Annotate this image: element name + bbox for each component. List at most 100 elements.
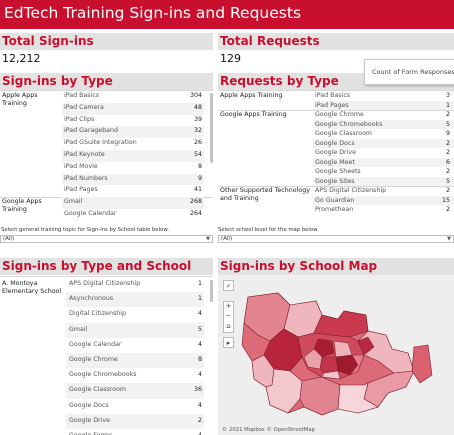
table-row[interactable]: Apple Apps Training iPad Basics 304 [0, 91, 213, 107]
total-requests-title: Total Requests [220, 34, 320, 48]
row-item-label: iPad GSuite Integration [64, 139, 137, 147]
map-region [313, 310, 369, 338]
table-row[interactable]: APS Digital Citizenship 1 [0, 277, 213, 292]
school-level-filter-select[interactable]: (All) ▼ [218, 235, 454, 243]
map-region [313, 338, 335, 358]
table-row[interactable]: iPad Keynote 54 [0, 150, 213, 162]
map-region [303, 348, 323, 370]
row-value: 1 [197, 280, 202, 287]
row-item-label: Google Chrome [315, 111, 364, 118]
row-item-label: APS Digital Citizenship [69, 280, 141, 287]
map-search-button[interactable]: ⌕ [223, 280, 234, 291]
table-row[interactable]: Google Forms 4 [0, 429, 213, 435]
row-value: 2 [445, 149, 450, 156]
table-row[interactable]: Other Supported Technology and Training A… [218, 186, 454, 202]
table-row[interactable]: Digital Citizenship 4 [0, 307, 213, 322]
table-row[interactable]: Google Meet 6 [218, 157, 454, 167]
row-value: 9 [445, 130, 450, 137]
table-row[interactable]: Apple Apps Training iPad Basics 3 [218, 91, 454, 101]
table-row[interactable]: Gmail 5 [0, 322, 213, 338]
table-row[interactable]: Google Chromebooks 5 [218, 119, 454, 129]
table-row[interactable]: iPad Pages 41 [0, 185, 213, 197]
row-item-label: Gmail [69, 325, 88, 333]
signins-by-school-table[interactable]: A. Montoya Elementary School APS Digital … [0, 276, 213, 435]
table-row[interactable]: Google Drive 2 [0, 413, 213, 429]
table-row[interactable]: iPad Movie 8 [0, 162, 213, 174]
row-band [313, 138, 454, 148]
row-item-label: Gmail [64, 198, 83, 206]
topic-filter-value: (All) [3, 236, 15, 242]
table-row[interactable]: iPad Garageband 32 [0, 126, 213, 139]
row-item-label: Google Meet [315, 158, 355, 166]
table-row[interactable]: iPad Camera 48 [0, 102, 213, 115]
table-row[interactable]: Google Chrome 8 [0, 353, 213, 369]
table-row[interactable]: Google Chromebooks 4 [0, 368, 213, 383]
zoom-out-icon[interactable]: − [225, 312, 232, 320]
table-row[interactable]: Google Classroom 9 [218, 129, 454, 139]
table-row[interactable]: iPad Numbers 9 [0, 173, 213, 186]
row-group-label: Apple Apps Training [220, 92, 283, 99]
table-row[interactable]: Google Apps Training Google Chrome 2 [218, 110, 454, 120]
table-row[interactable]: iPad GSuite Integration 26 [0, 138, 213, 150]
table-row[interactable]: Asynchronous 1 [0, 292, 213, 308]
row-item-label: Google Calendar [64, 210, 117, 217]
total-signins-header: Total Sign-ins [0, 33, 213, 50]
row-item-label: Google Docs [315, 139, 355, 147]
school-map[interactable]: ⌕ + − ⌂ ▸ [218, 275, 454, 435]
table-row[interactable]: Promethean 2 [218, 205, 454, 214]
table-row[interactable]: Google Calendar 4 [0, 338, 213, 353]
table-row[interactable]: iPad Clips 39 [0, 115, 213, 127]
row-value: 4 [198, 432, 202, 435]
row-value: 2 [445, 111, 450, 118]
map-pan-button[interactable]: ▸ [223, 337, 234, 348]
requests-by-type-table[interactable]: Apple Apps Training iPad Basics 3 iPad Page… [218, 90, 454, 214]
row-item-label: Google Docs [69, 401, 109, 409]
table-row[interactable]: iPad Pages 1 [218, 100, 454, 110]
group-divider [218, 110, 454, 111]
search-icon: ⌕ [226, 282, 231, 290]
row-band [313, 119, 454, 129]
row-item-label: Google Sheets [315, 168, 361, 175]
row-value: 1 [445, 101, 450, 109]
table-row[interactable]: Google Classroom 36 [0, 383, 213, 399]
school-level-filter-label: Select school level for the map below. [218, 227, 319, 233]
topic-filter-select[interactable]: (All) ▼ [0, 235, 213, 243]
map-region [265, 368, 303, 414]
row-value: 32 [193, 127, 202, 135]
table-row[interactable]: Go Guardian 15 [218, 195, 454, 205]
zoom-in-icon[interactable]: + [225, 302, 232, 310]
map-canvas[interactable] [218, 275, 454, 435]
map-region [349, 354, 365, 376]
row-item-label: iPad Garageband [64, 127, 119, 135]
row-band [66, 353, 204, 369]
signins-by-type-table[interactable]: Apple Apps Training iPad Basics 304 iPad Ca… [0, 90, 213, 220]
row-value: 39 [193, 115, 202, 123]
table-row[interactable]: Google Drive 2 [218, 148, 454, 158]
tooltip-text: Count of Form Responses Tra [372, 68, 454, 76]
table-row[interactable]: Google Sites 5 [218, 176, 454, 186]
map-region [411, 344, 433, 384]
pan-arrow-icon: ▸ [226, 339, 231, 347]
map-zoom-controls[interactable]: + − ⌂ [223, 301, 234, 333]
row-value: 268 [189, 198, 202, 206]
row-band [62, 197, 204, 209]
vertical-scrollbar[interactable] [210, 93, 213, 163]
row-band [313, 176, 454, 186]
row-item-label: Google Chromebooks [315, 120, 383, 128]
map-region [337, 382, 379, 414]
row-value: 9 [197, 174, 202, 182]
row-group-label: Apple Apps Training [2, 92, 38, 107]
map-header: Sign-ins by School Map [218, 258, 454, 275]
home-icon[interactable]: ⌂ [226, 322, 231, 330]
table-row[interactable]: Google Docs 4 [0, 399, 213, 414]
table-row[interactable]: Google Calendar 264 [0, 209, 213, 220]
table-row[interactable]: Google Sheets 2 [218, 167, 454, 177]
row-value: 2 [445, 139, 450, 147]
row-value: 6 [445, 158, 450, 166]
table-row[interactable]: Google Apps Training Gmail 268 [0, 197, 213, 213]
table-row[interactable]: Google Docs 2 [218, 138, 454, 148]
row-item-label: Google Classroom [315, 130, 373, 137]
row-item-label: iPad Basics [64, 92, 100, 99]
vertical-scrollbar[interactable] [210, 280, 213, 302]
row-item-label: Digital Citizenship [69, 310, 126, 318]
